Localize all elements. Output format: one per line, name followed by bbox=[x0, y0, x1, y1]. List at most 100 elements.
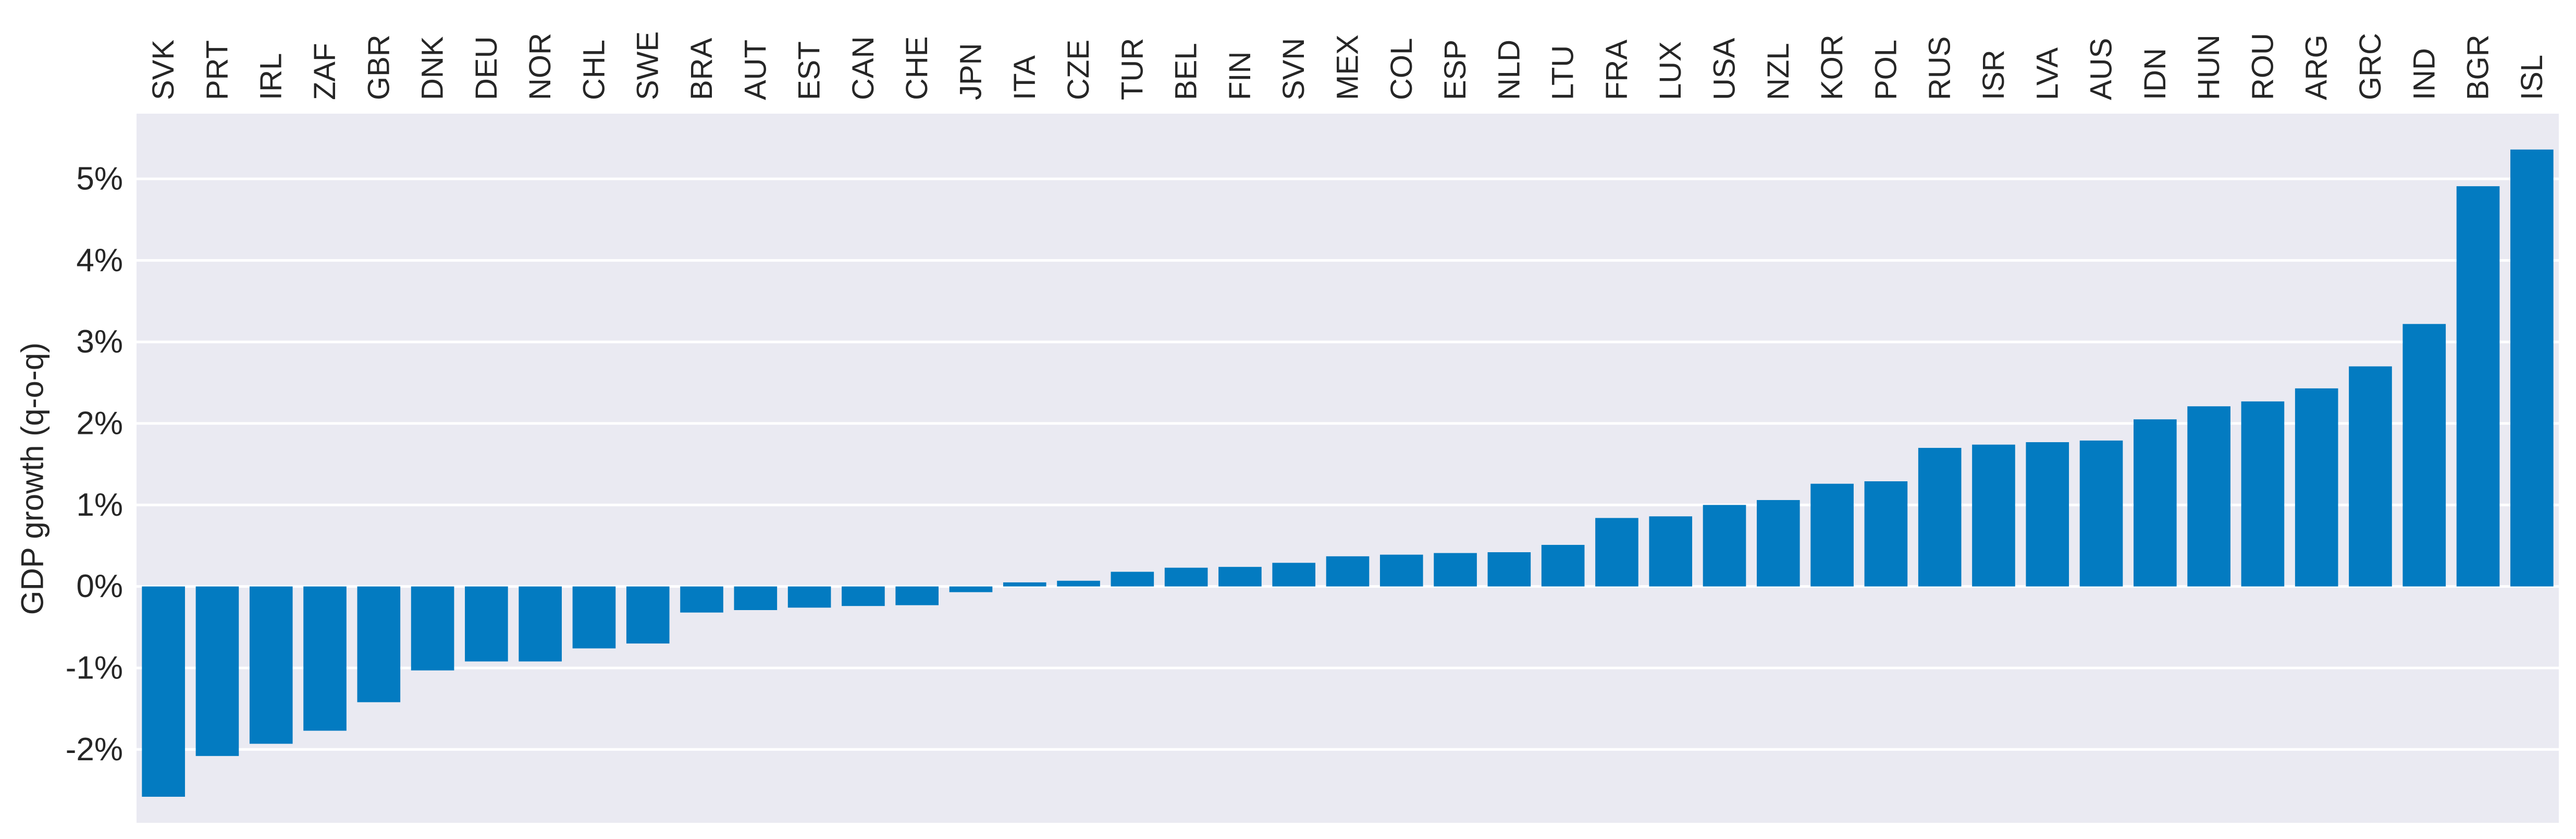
bar-isr bbox=[1972, 444, 2015, 587]
bar-dnk bbox=[411, 586, 454, 671]
bar-jpn bbox=[949, 586, 993, 592]
bar-aus bbox=[2079, 440, 2123, 587]
x-category-label: ISR bbox=[1977, 50, 2011, 100]
x-category-label: USA bbox=[1708, 38, 1742, 100]
x-category-label: IND bbox=[2407, 48, 2441, 100]
x-axis-categories: SVK PRT IRL ZAF GBR DNK DEU NOR CHL SWE BRA AUT EST C… bbox=[146, 31, 2549, 100]
x-category-label: FRA bbox=[1600, 40, 1634, 100]
x-category-label: AUT bbox=[738, 40, 772, 100]
bar-swe bbox=[626, 586, 670, 644]
bar-bgr bbox=[2456, 186, 2500, 587]
y-tick-label: 2% bbox=[76, 406, 123, 442]
y-tick-label: 1% bbox=[76, 487, 123, 523]
x-category-label: JPN bbox=[954, 43, 988, 100]
x-category-label: SVN bbox=[1277, 38, 1311, 100]
x-category-label: PRT bbox=[200, 40, 234, 100]
bar-prt bbox=[195, 586, 239, 756]
bar-lva bbox=[2026, 442, 2069, 587]
x-category-label: NLD bbox=[1492, 40, 1526, 100]
bar-ltu bbox=[1541, 544, 1585, 587]
bar-ita bbox=[1003, 582, 1046, 587]
bar-grc bbox=[2349, 366, 2392, 587]
bar-aut bbox=[734, 586, 778, 610]
x-category-label: TUR bbox=[1115, 38, 1149, 100]
bar-zaf bbox=[303, 586, 347, 731]
x-category-label: ROU bbox=[2246, 33, 2279, 100]
bars bbox=[142, 149, 2554, 797]
y-tick-label: 5% bbox=[76, 161, 123, 197]
y-tick-label: 4% bbox=[76, 242, 123, 278]
y-tick-label: -2% bbox=[66, 732, 123, 768]
x-category-label: ISL bbox=[2515, 55, 2549, 100]
x-category-label: GRC bbox=[2353, 33, 2387, 100]
x-category-label: DNK bbox=[416, 36, 450, 100]
bar-svk bbox=[142, 586, 185, 797]
bar-cze bbox=[1057, 580, 1100, 587]
bar-ind bbox=[2402, 324, 2446, 587]
y-axis-ticks: -2% -1% 0% 1% 2% 3% 4% 5% bbox=[66, 161, 123, 768]
bar-nzl bbox=[1756, 500, 1800, 587]
x-category-label: CZE bbox=[1062, 40, 1095, 100]
bar-tur bbox=[1111, 572, 1154, 587]
x-category-label: LUX bbox=[1654, 41, 1687, 100]
x-category-label: IRL bbox=[254, 53, 288, 100]
x-category-label: GBR bbox=[362, 34, 396, 100]
bar-idn bbox=[2134, 419, 2177, 587]
bar-chl bbox=[572, 586, 616, 649]
bar-usa bbox=[1703, 505, 1746, 587]
x-category-label: CAN bbox=[846, 37, 880, 100]
bar-kor bbox=[1810, 483, 1854, 587]
x-category-label: LVA bbox=[2030, 47, 2064, 100]
x-category-label: BRA bbox=[685, 38, 719, 100]
x-category-label: ESP bbox=[1438, 40, 1472, 100]
x-category-label: CHE bbox=[900, 37, 934, 100]
y-axis-label: GDP growth (q-o-q) bbox=[15, 343, 50, 615]
y-tick-label: 3% bbox=[76, 324, 123, 360]
bar-nor bbox=[519, 586, 562, 662]
bar-bra bbox=[680, 586, 723, 613]
y-tick-label: 0% bbox=[76, 568, 123, 604]
bar-est bbox=[787, 586, 831, 608]
bar-rus bbox=[1918, 447, 1962, 587]
bar-can bbox=[842, 586, 885, 606]
x-category-label: COL bbox=[1385, 38, 1419, 100]
x-category-label: CHL bbox=[577, 40, 611, 100]
bar-nld bbox=[1487, 552, 1531, 587]
bar-arg bbox=[2295, 388, 2338, 587]
x-category-label: DEU bbox=[470, 37, 503, 100]
bar-mex bbox=[1326, 556, 1370, 587]
bar-esp bbox=[1434, 553, 1477, 587]
x-category-label: FIN bbox=[1223, 52, 1257, 100]
x-category-label: KOR bbox=[1815, 34, 1849, 100]
bar-svn bbox=[1272, 563, 1316, 587]
bar-lux bbox=[1649, 516, 1693, 587]
x-category-label: RUS bbox=[1923, 37, 1957, 100]
x-category-label: ZAF bbox=[308, 43, 342, 100]
bar-pol bbox=[1864, 481, 1908, 587]
x-category-label: LTU bbox=[1546, 45, 1580, 100]
bar-gbr bbox=[357, 586, 401, 702]
bar-irl bbox=[249, 586, 293, 744]
x-category-label: ARG bbox=[2300, 34, 2334, 100]
bar-hun bbox=[2187, 406, 2230, 587]
bar-che bbox=[895, 586, 939, 605]
x-category-label: NZL bbox=[1761, 43, 1795, 100]
x-category-label: MEX bbox=[1331, 34, 1365, 100]
x-category-label: POL bbox=[1869, 40, 1903, 100]
bar-col bbox=[1379, 554, 1423, 587]
bar-fin bbox=[1218, 567, 1262, 587]
x-category-label: HUN bbox=[2192, 34, 2226, 100]
x-category-label: EST bbox=[793, 41, 827, 100]
y-tick-label: -1% bbox=[66, 650, 123, 686]
bar-bel bbox=[1164, 567, 1208, 587]
x-category-label: IDN bbox=[2138, 48, 2172, 100]
x-category-label: BEL bbox=[1169, 43, 1203, 100]
bar-isl bbox=[2510, 149, 2554, 587]
x-category-label: SVK bbox=[146, 40, 180, 100]
x-category-label: AUS bbox=[2085, 38, 2118, 100]
bar-deu bbox=[465, 586, 508, 662]
x-category-label: BGR bbox=[2461, 34, 2495, 100]
x-category-label: NOR bbox=[523, 33, 557, 100]
